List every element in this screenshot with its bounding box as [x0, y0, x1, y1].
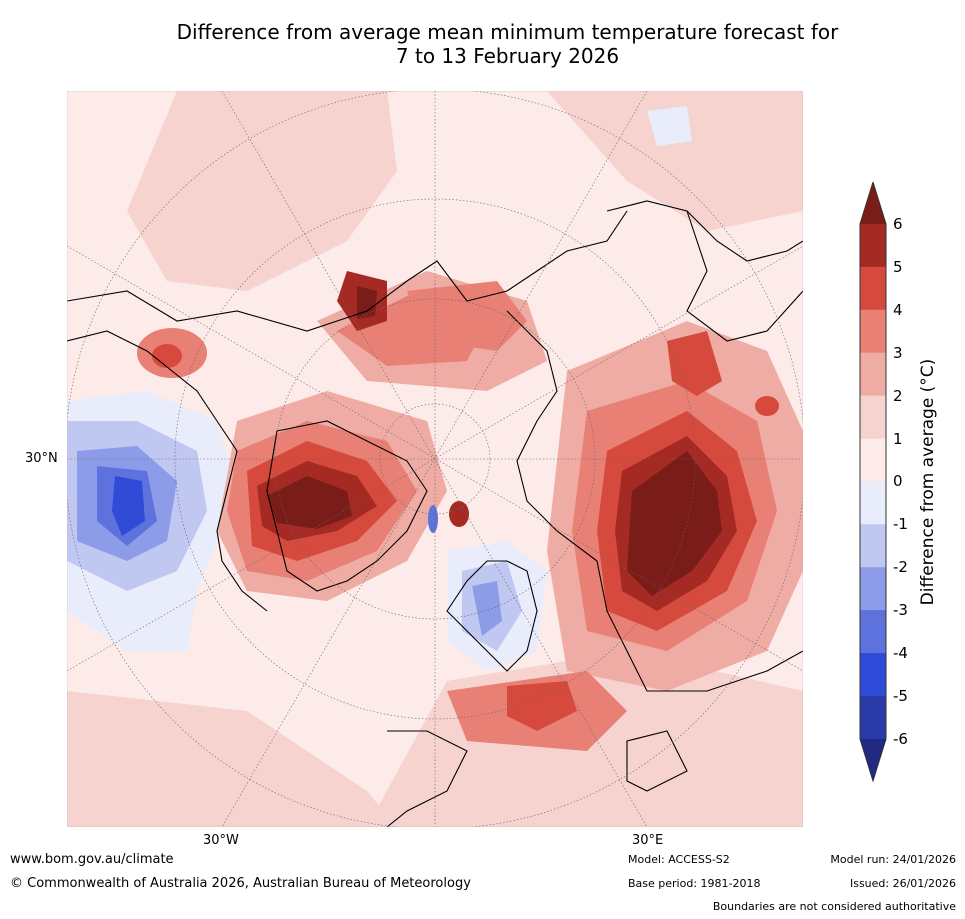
anomaly-region [507, 681, 577, 731]
colorbar-segment [860, 653, 886, 697]
website-link[interactable]: www.bom.gov.au/climate [10, 852, 174, 867]
colorbar-segment [860, 695, 886, 740]
colorbar-tick-label: -2 [893, 558, 908, 577]
base-period-text: Base period: 1981-2018 [628, 877, 761, 890]
colorbar-segment [860, 481, 886, 525]
colorbar-tick-label: -3 [893, 601, 908, 620]
colorbar-tick-label: 3 [893, 343, 903, 362]
colorbar-segment [860, 309, 886, 354]
anomaly-region [647, 106, 692, 146]
colorbar-extend-min [860, 739, 886, 781]
colorbar-tick-label: -6 [893, 729, 908, 748]
anomaly-region [627, 451, 722, 596]
graticule [67, 91, 803, 827]
anomaly-region [472, 581, 502, 636]
latitude-label: 30°N [25, 451, 58, 466]
colorbar-label: Difference from average (°C) [918, 358, 938, 606]
temperature-anomaly-map [67, 91, 803, 827]
anomaly-region [67, 691, 397, 827]
colorbar-outline [859, 182, 887, 782]
coastlines [67, 200, 803, 827]
anomaly-region [428, 505, 438, 533]
colorbar-tick-label: 4 [893, 300, 903, 319]
anomaly-region [755, 396, 779, 416]
anomaly-region [547, 91, 803, 231]
colorbar-tick-label: 2 [893, 386, 903, 405]
issued-text: Issued: 26/01/2026 [849, 877, 956, 890]
disclaimer-text: Boundaries are not considered authoritat… [712, 900, 956, 913]
colorbar-tick-label: 0 [893, 472, 903, 491]
anomaly-region [667, 331, 722, 396]
colorbar-segment [860, 610, 886, 654]
colorbar-tick-label: -4 [893, 644, 908, 662]
anomaly-region [112, 476, 145, 536]
anomaly-region [449, 501, 469, 527]
colorbar-segment [860, 352, 886, 397]
colorbar [859, 182, 887, 782]
anomaly-region [357, 286, 377, 319]
longitude-label-east: 30°E [632, 833, 664, 848]
longitude-label-west: 30°W [203, 833, 239, 848]
anomaly-region [127, 91, 397, 291]
anomaly-region [267, 476, 352, 529]
colorbar-tick-label: 1 [893, 429, 903, 448]
colorbar-segment [860, 438, 886, 482]
colorbar-tick-label: 6 [893, 215, 903, 233]
copyright-text: © Commonwealth of Australia 2026, Austra… [10, 876, 471, 891]
colorbar-tick-label: -1 [893, 515, 908, 534]
colorbar-extend-max [860, 182, 886, 224]
title-line-2: 7 to 13 February 2026 [395, 44, 620, 68]
chart-title: Difference from average mean minimum tem… [60, 20, 955, 68]
anomaly-region [152, 344, 182, 368]
colorbar-tick-label: 5 [893, 257, 903, 276]
colorbar-segment [860, 266, 886, 311]
colorbar-tick-label: -5 [893, 686, 908, 705]
title-line-1: Difference from average mean minimum tem… [176, 20, 839, 44]
model-run-text: Model run: 24/01/2026 [830, 853, 956, 866]
anomaly-region [407, 281, 527, 351]
model-text: Model: ACCESS-S2 [628, 853, 730, 866]
colorbar-segment [860, 224, 886, 268]
colorbar-segment [860, 567, 886, 611]
colorbar-segment [860, 524, 886, 568]
colorbar-segment [860, 395, 886, 439]
